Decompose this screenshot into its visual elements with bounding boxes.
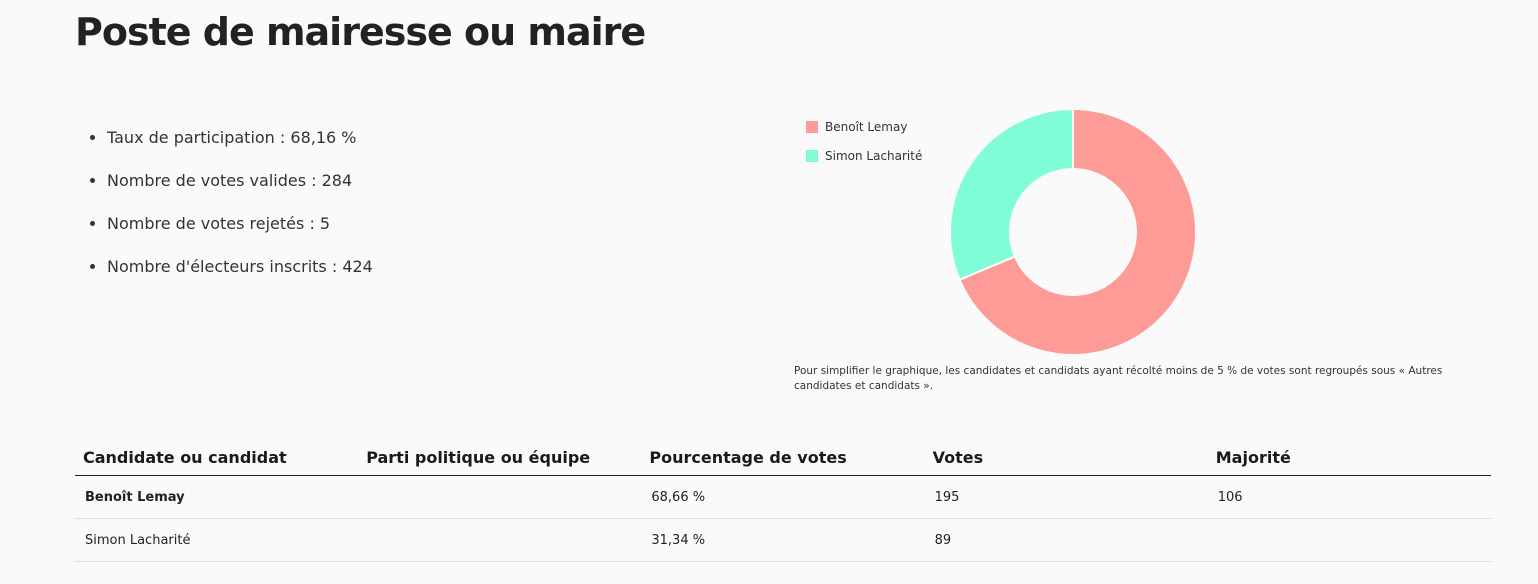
cell-votes: 195 xyxy=(924,475,1208,519)
col-header: Pourcentage de votes xyxy=(641,438,925,476)
col-header: Votes xyxy=(924,438,1208,476)
chart-legend: Benoît Lemay Simon Lacharité xyxy=(806,112,922,170)
donut-chart xyxy=(949,107,1197,356)
stats-list: Taux de participation : 68,16 % Nombre d… xyxy=(86,116,373,288)
stat-turnout: Taux de participation : 68,16 % xyxy=(107,116,373,159)
cell-candidate: Simon Lacharité xyxy=(75,518,359,562)
chart-note: Pour simplifier le graphique, les candid… xyxy=(794,365,1443,392)
cell-votes: 89 xyxy=(924,518,1208,562)
legend-label: Benoît Lemay xyxy=(825,119,908,134)
col-header: Parti politique ou équipe xyxy=(358,438,642,476)
cell-percent: 31,34 % xyxy=(641,518,925,562)
legend-swatch xyxy=(806,149,818,162)
cell-party xyxy=(358,475,642,519)
cell-percent: 68,66 % xyxy=(641,475,925,519)
cell-majority: 106 xyxy=(1207,475,1491,519)
cell-party xyxy=(358,518,642,562)
col-header: Majorité xyxy=(1207,438,1491,476)
legend-label: Simon Lacharité xyxy=(825,148,923,163)
legend-item[interactable]: Benoît Lemay xyxy=(806,112,922,141)
cell-majority xyxy=(1207,518,1491,562)
table-row: Simon Lacharité 31,34 % 89 xyxy=(75,518,1491,562)
stat-valid-votes: Nombre de votes valides : 284 xyxy=(107,159,373,202)
page-title: Poste de mairesse ou maire xyxy=(75,10,646,54)
donut-slice-1[interactable] xyxy=(949,107,1074,282)
col-header: Candidate ou candidat xyxy=(75,438,359,476)
legend-swatch xyxy=(806,120,818,133)
donut-slice-0[interactable] xyxy=(958,107,1197,356)
table-row: Benoît Lemay 68,66 % 195 106 xyxy=(75,475,1491,519)
legend-item[interactable]: Simon Lacharité xyxy=(806,141,922,170)
cell-candidate: Benoît Lemay xyxy=(75,475,359,519)
stat-registered-voters: Nombre d'électeurs inscrits : 424 xyxy=(107,245,373,288)
results-table: Candidate ou candidat Parti politique ou… xyxy=(75,438,1491,562)
stat-rejected-votes: Nombre de votes rejetés : 5 xyxy=(107,202,373,245)
